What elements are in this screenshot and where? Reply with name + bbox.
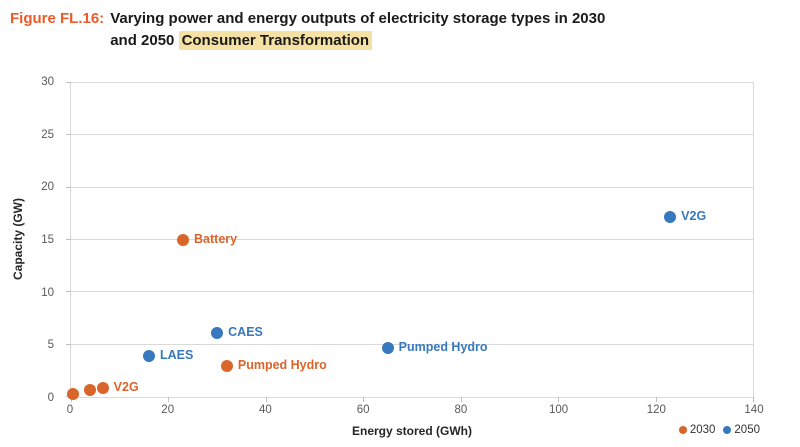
legend-item-2030: 2030 xyxy=(678,424,716,436)
y-tick-mark xyxy=(66,186,71,188)
x-tick-mark xyxy=(363,397,365,402)
y-tick-mark xyxy=(66,343,71,345)
title-line2-prefix: and 2050 xyxy=(110,31,179,49)
gridline xyxy=(71,82,753,83)
x-tick-mark xyxy=(168,397,170,402)
point-label: Pumped Hydro xyxy=(237,357,327,372)
y-tick-label: 0 xyxy=(47,392,54,404)
gridline xyxy=(71,291,753,293)
x-tick-label: 140 xyxy=(744,404,764,416)
y-tick-mark xyxy=(66,239,71,240)
gridline xyxy=(71,239,753,240)
gridline xyxy=(71,343,753,345)
title-highlight: Consumer Transformation xyxy=(178,30,373,50)
point-label: V2G xyxy=(681,208,707,223)
y-tick-mark xyxy=(66,291,71,293)
x-tick-label: 20 xyxy=(161,404,175,416)
point-dot xyxy=(142,350,155,363)
legend-swatch xyxy=(723,426,732,434)
plot-area: V2G Battery Pumped Hydro LAES CAES Pumped Hyd… xyxy=(66,82,754,402)
y-tick-label: 30 xyxy=(41,76,54,88)
x-tick-mark xyxy=(753,397,754,402)
point-label: CAES xyxy=(228,325,263,340)
point-dot xyxy=(211,327,224,340)
x-tick-mark xyxy=(265,397,267,402)
x-tick-mark xyxy=(460,397,462,402)
point-label: V2G xyxy=(113,379,139,394)
point-dot xyxy=(84,383,97,396)
y-tick-label: 10 xyxy=(41,286,54,299)
x-tick-label: 100 xyxy=(548,404,569,416)
y-tick-label: 5 xyxy=(47,339,54,352)
x-tick-label: 80 xyxy=(454,404,468,416)
point-label: Battery xyxy=(194,232,238,246)
x-tick-mark xyxy=(655,397,657,402)
x-tick-label: 120 xyxy=(646,404,666,416)
x-tick-label: 0 xyxy=(66,404,74,416)
point-dot xyxy=(381,341,394,354)
point-dot xyxy=(177,234,190,246)
point-dot xyxy=(664,210,677,223)
legend-item-2050: 2050 xyxy=(723,424,760,436)
y-tick-label: 15 xyxy=(41,234,54,246)
y-tick-mark xyxy=(66,82,71,83)
gridline xyxy=(71,134,753,136)
point-dot xyxy=(67,387,80,400)
y-tick-label: 20 xyxy=(41,181,54,194)
title-line1: Varying power and energy outputs of elec… xyxy=(110,10,606,27)
chart-legend: 2030 2050 xyxy=(678,424,760,436)
x-tick-label: 60 xyxy=(356,404,370,416)
x-tick-mark xyxy=(558,397,560,402)
figure-label: Figure FL.16: xyxy=(10,10,105,27)
gridline xyxy=(71,186,753,188)
y-tick-label: 25 xyxy=(41,128,54,141)
point-label: Pumped Hydro xyxy=(398,339,488,354)
point-label: LAES xyxy=(159,348,194,363)
y-tick-mark xyxy=(66,134,71,136)
legend-label: 2050 xyxy=(734,424,760,436)
figure-title: Figure FL.16: Varying power and energy o… xyxy=(10,8,790,52)
x-axis-title: Energy stored (GWh) xyxy=(351,424,472,438)
legend-swatch xyxy=(678,426,687,434)
legend-label: 2030 xyxy=(689,424,716,436)
x-tick-labels: 0 20 40 60 80 100 120 140 xyxy=(66,404,764,418)
point-dot xyxy=(220,359,233,372)
y-tick-labels: 0 5 10 15 20 25 30 xyxy=(0,76,62,404)
x-tick-label: 40 xyxy=(259,404,272,416)
figure-title-text: Varying power and energy outputs of elec… xyxy=(110,8,605,52)
point-dot xyxy=(96,381,109,394)
